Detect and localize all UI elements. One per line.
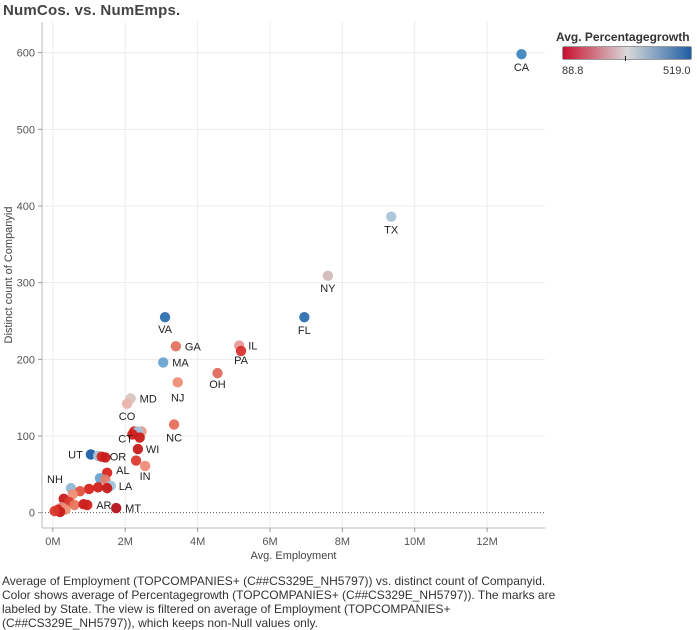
data-point[interactable]: [49, 505, 60, 517]
color-legend: Avg. Percentagegrowth 88.8 519.0: [556, 30, 696, 77]
point-label: NJ: [171, 392, 184, 404]
data-point[interactable]: [170, 341, 182, 352]
x-tick-label: 2M: [118, 536, 133, 548]
y-tick-label: 0: [29, 508, 35, 520]
x-axis-ticks: 0M 2M 4M 6M 8M 10M 12M: [45, 528, 498, 548]
point-label: TX: [384, 225, 399, 237]
x-tick-label: 8M: [335, 536, 350, 548]
point-labels: CA TX NY FL VA IL PA OH GA MA NJ MD CO NC CT WI UT OR IN AL…: [47, 62, 530, 515]
y-tick-label: 400: [17, 201, 35, 213]
chart-caption: Average of Employment (TOPCOMPANIES+ (C#…: [2, 574, 556, 630]
x-axis-label: Avg. Employment: [250, 550, 336, 562]
point-label: MT: [125, 503, 141, 515]
data-point[interactable]: [121, 398, 133, 409]
data-point[interactable]: [130, 455, 142, 466]
data-point[interactable]: [101, 482, 113, 494]
chart-title: NumCos. vs. NumEmps.: [3, 2, 181, 19]
data-point[interactable]: [69, 499, 80, 511]
point-label: LA: [119, 481, 133, 493]
point-label: NC: [166, 433, 182, 445]
x-tick-label: 6M: [262, 536, 277, 548]
data-point[interactable]: [322, 270, 334, 281]
point-label: CT: [118, 433, 133, 445]
data-point[interactable]: [132, 443, 144, 455]
x-tick-label: 4M: [190, 536, 205, 548]
y-tick-label: 300: [17, 278, 35, 290]
x-tick-label: 10M: [404, 536, 425, 548]
point-label: MD: [140, 393, 157, 405]
point-label: OH: [209, 379, 226, 391]
point-label: CO: [119, 411, 136, 423]
data-point[interactable]: [386, 211, 397, 222]
y-axis-label: Distinct count of Companyid: [3, 207, 15, 344]
data-point[interactable]: [92, 482, 104, 493]
point-label: MA: [172, 357, 189, 369]
point-label: PA: [234, 355, 249, 367]
point-label: GA: [185, 341, 202, 353]
y-axis-ticks: 0 100 200 300 400 500 600: [17, 48, 42, 520]
data-point[interactable]: [158, 357, 169, 368]
y-tick-label: 200: [17, 354, 35, 366]
point-label: VA: [158, 324, 173, 336]
point-label: CA: [514, 62, 530, 74]
data-point[interactable]: [212, 367, 223, 379]
data-points: [49, 49, 527, 518]
data-point[interactable]: [299, 311, 310, 323]
data-point[interactable]: [168, 419, 180, 430]
y-tick-label: 100: [17, 431, 35, 443]
legend-title: Avg. Percentagegrowth: [556, 30, 690, 44]
legend-min-label: 88.8: [562, 65, 584, 77]
gridlines: [42, 22, 545, 528]
legend-max-label: 519.0: [663, 65, 691, 77]
x-tick-label: 0M: [45, 536, 60, 548]
y-tick-label: 500: [17, 124, 35, 136]
data-point[interactable]: [159, 311, 171, 323]
axes: [41, 22, 545, 529]
data-point[interactable]: [172, 377, 183, 388]
y-tick-label: 600: [17, 48, 35, 60]
data-point[interactable]: [100, 452, 111, 463]
point-label: WI: [146, 444, 159, 456]
data-point[interactable]: [83, 483, 95, 495]
data-point[interactable]: [139, 460, 151, 472]
legend-mid-tick: [625, 56, 626, 61]
data-point[interactable]: [82, 499, 93, 511]
point-label: OR: [110, 452, 127, 464]
legend-color-ramp[interactable]: [562, 46, 692, 60]
point-label: AR: [96, 500, 111, 512]
point-label: AL: [116, 465, 129, 477]
point-label: NH: [47, 474, 63, 486]
point-label: IL: [248, 341, 257, 353]
scatter-plot: 0M 2M 4M 6M 8M 10M 12M 0 100 200 300 400 500 600 Avg…: [3, 22, 545, 562]
point-label: FL: [298, 325, 311, 337]
point-label: NY: [320, 283, 336, 295]
point-label: UT: [68, 449, 83, 461]
x-tick-label: 12M: [476, 536, 497, 548]
data-point[interactable]: [110, 502, 122, 514]
data-point[interactable]: [134, 432, 145, 443]
data-point[interactable]: [516, 49, 527, 60]
data-point[interactable]: [235, 345, 247, 357]
point-label: IN: [140, 471, 151, 483]
